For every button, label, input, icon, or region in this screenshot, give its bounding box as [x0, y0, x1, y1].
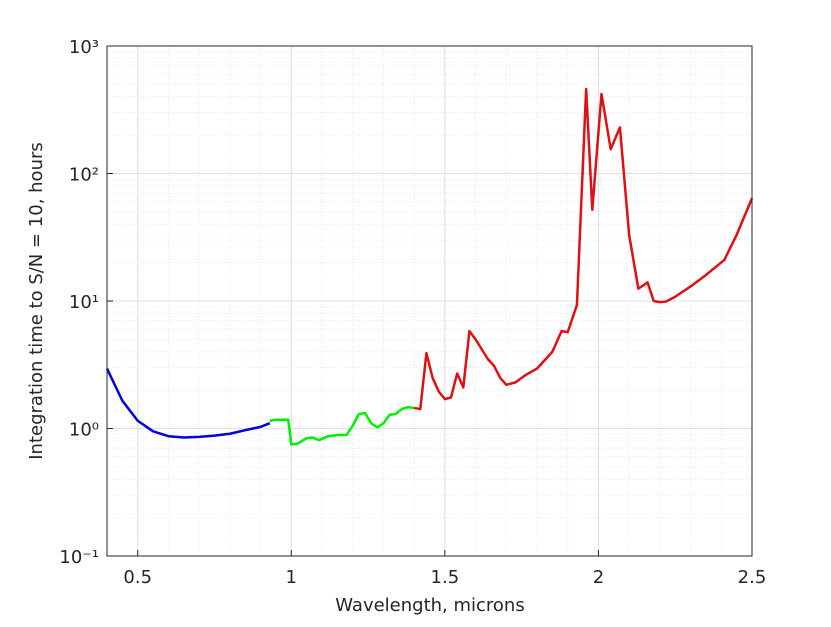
- x-axis-label: Wavelength, microns: [335, 595, 524, 616]
- x-tick-label: 0.5: [123, 567, 152, 588]
- y-axis-label: Integration time to S/N = 10, hours: [26, 142, 47, 460]
- x-tick-label: 1: [286, 567, 297, 588]
- x-tick-label: 2: [593, 567, 604, 588]
- y-tick-label: 10³: [69, 37, 99, 58]
- data-line: [413, 87, 754, 411]
- y-tick-label: 10⁻¹: [59, 547, 99, 568]
- x-tick-label: 2.5: [738, 567, 767, 588]
- x-tick-label: 1.5: [431, 567, 460, 588]
- y-tick-label: 10¹: [69, 292, 99, 313]
- data-line: [105, 368, 271, 439]
- y-tick-label: 10⁰: [69, 420, 99, 441]
- line-layer: [105, 87, 754, 446]
- data-line: [269, 405, 415, 446]
- y-tick-label: 10²: [69, 165, 99, 186]
